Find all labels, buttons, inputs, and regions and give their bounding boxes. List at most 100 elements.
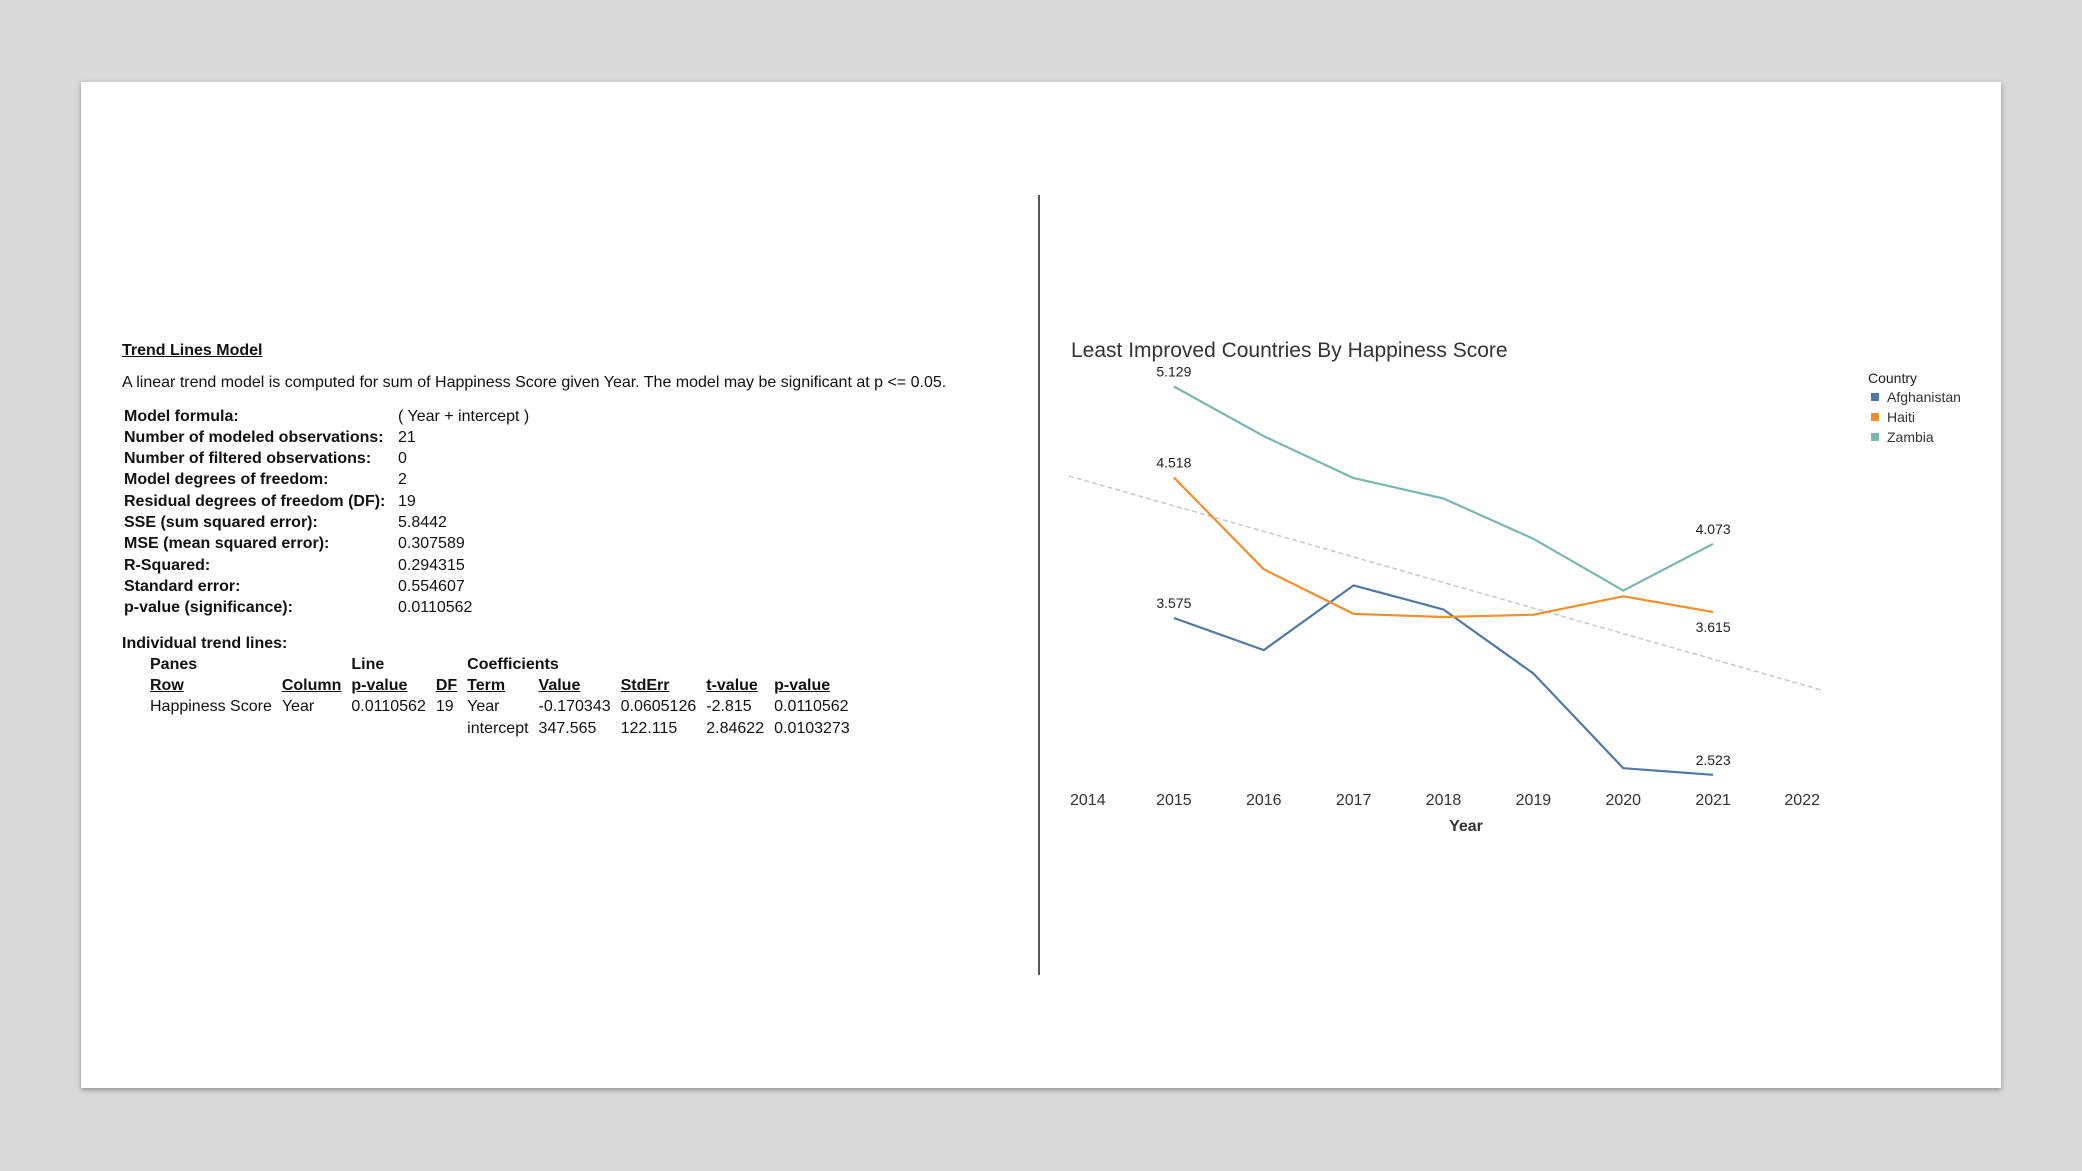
legend-title: Country xyxy=(1868,370,1917,386)
table-cell: Year xyxy=(467,698,500,716)
x-tick-label: 2021 xyxy=(1695,792,1731,809)
trend-model-report: Trend Lines Model A linear trend model i… xyxy=(122,340,1022,739)
stat-value: 21 xyxy=(398,428,416,446)
stat-row: Standard error: 0.554607 xyxy=(124,576,533,597)
stat-row: p-value (significance): 0.0110562 xyxy=(124,597,533,618)
stat-value: 5.8442 xyxy=(398,514,447,532)
table-cell: 0.0103273 xyxy=(774,719,850,737)
x-tick-label: 2017 xyxy=(1336,792,1372,809)
stat-value: 0 xyxy=(398,450,407,468)
stat-label: R-Squared: xyxy=(124,556,211,574)
legend: Country Afghanistan Haiti Zambia xyxy=(1868,370,1961,445)
table-cell: 2.84622 xyxy=(706,719,765,737)
stat-value: 0.554607 xyxy=(398,577,465,595)
data-label: 5.129 xyxy=(1156,363,1191,379)
column-header: Column xyxy=(281,677,342,695)
x-tick-label: 2015 xyxy=(1156,792,1192,809)
column-header: p-value xyxy=(351,677,408,695)
legend-item: Haiti xyxy=(1887,409,1915,425)
stat-label: Residual degrees of freedom (DF): xyxy=(124,492,386,510)
stat-label: Standard error: xyxy=(124,577,241,595)
trend-line xyxy=(1068,475,1824,692)
stat-label: Number of filtered observations: xyxy=(124,450,372,468)
x-tick-label: 2020 xyxy=(1605,792,1641,809)
column-header: StdErr xyxy=(620,677,670,695)
table-cell: 0.0605126 xyxy=(620,698,697,716)
stat-label: Number of modeled observations: xyxy=(124,428,384,446)
legend-swatch xyxy=(1871,433,1879,441)
stat-value: 0.307589 xyxy=(398,535,465,553)
table-cell: 347.565 xyxy=(538,719,597,737)
stat-row: Number of filtered observations: 0 xyxy=(124,448,533,469)
x-axis-label: Year xyxy=(1449,818,1483,835)
group-header-coefficients: Coefficients xyxy=(467,655,559,673)
stat-value: 19 xyxy=(398,492,416,510)
x-tick-label: 2018 xyxy=(1426,792,1462,809)
series-line-afghanistan xyxy=(1173,584,1714,776)
column-header: Row xyxy=(150,677,184,695)
x-tick-label: 2022 xyxy=(1784,792,1820,809)
x-tick-label: 2019 xyxy=(1516,792,1552,809)
data-label: 4.518 xyxy=(1156,455,1191,471)
table-cell: Year xyxy=(281,698,315,716)
happiness-line-chart: Least Improved Countries By Happiness Sc… xyxy=(1068,339,1961,835)
legend-item: Afghanistan xyxy=(1887,389,1961,405)
table-cell: -2.815 xyxy=(706,698,752,716)
column-header: Value xyxy=(538,677,581,695)
series-line-haiti xyxy=(1173,476,1714,619)
stat-label: p-value (significance): xyxy=(124,599,293,617)
column-header: t-value xyxy=(706,677,758,695)
column-header: Term xyxy=(467,677,506,695)
table-row: Happiness Score Year 0.0110562 19 Year -… xyxy=(150,696,860,717)
table-row: intercept 347.565 122.115 2.84622 0.0103… xyxy=(150,718,860,739)
data-label: 2.523 xyxy=(1696,752,1731,768)
stat-value: 0.294315 xyxy=(398,556,465,574)
x-tick-label: 2016 xyxy=(1246,792,1282,809)
table-cell: 122.115 xyxy=(620,719,678,737)
data-label: 4.073 xyxy=(1696,521,1731,537)
table-cell: Happiness Score xyxy=(150,698,272,716)
series-line-zambia xyxy=(1173,385,1714,592)
report-description: A linear trend model is computed for sum… xyxy=(122,374,947,392)
series-layer xyxy=(1173,385,1714,776)
x-axis: 2014 2015 2016 2017 2018 2019 2020 2021 2022 xyxy=(1070,792,1820,809)
stat-value: 0.0110562 xyxy=(398,599,473,617)
page-canvas: Trend Lines Model A linear trend model i… xyxy=(81,82,2001,1088)
group-header-line: Line xyxy=(351,655,385,673)
column-header-row: Row Column p-value DF Term Value StdErr … xyxy=(150,675,860,696)
stat-label: Model formula: xyxy=(124,407,239,425)
group-header-row: Panes Line Coefficients xyxy=(150,654,860,675)
stat-row: Model degrees of freedom: 2 xyxy=(124,469,533,490)
pane-divider xyxy=(1038,195,1040,975)
stat-value: ( Year + intercept ) xyxy=(398,407,530,425)
stat-row: Residual degrees of freedom (DF): 19 xyxy=(124,491,533,512)
data-label: 3.575 xyxy=(1156,595,1191,611)
stat-row: Number of modeled observations: 21 xyxy=(124,427,533,448)
stat-label: MSE (mean squared error): xyxy=(124,535,330,553)
stat-row: R-Squared: 0.294315 xyxy=(124,555,533,576)
table-cell: -0.170343 xyxy=(538,698,611,716)
chart-title: Least Improved Countries By Happiness Sc… xyxy=(1071,339,1508,362)
column-header: DF xyxy=(435,677,458,695)
data-label: 3.615 xyxy=(1696,619,1731,635)
table-cell: 19 xyxy=(435,698,454,716)
trend-layer xyxy=(1068,475,1824,692)
legend-swatch xyxy=(1871,393,1879,401)
column-header: p-value xyxy=(774,677,831,695)
stat-label: Model degrees of freedom: xyxy=(124,471,329,489)
individual-trend-heading: Individual trend lines: xyxy=(122,634,288,652)
table-cell: intercept xyxy=(467,719,529,737)
legend-item: Zambia xyxy=(1887,429,1934,445)
table-cell: 0.0110562 xyxy=(351,698,426,716)
table-cell: 0.0110562 xyxy=(774,698,849,716)
report-title: Trend Lines Model xyxy=(122,342,263,359)
individual-trend-table: Panes Line Coefficients Row Column p-val… xyxy=(150,654,860,739)
model-stats-table: Model formula: ( Year + intercept ) Numbe… xyxy=(124,406,533,619)
legend-swatch xyxy=(1871,413,1879,421)
stat-row: Model formula: ( Year + intercept ) xyxy=(124,406,533,427)
group-header-panes: Panes xyxy=(150,655,198,673)
stat-value: 2 xyxy=(398,471,407,489)
x-tick-label: 2014 xyxy=(1070,792,1106,809)
data-labels-layer: 3.575 2.523 4.518 3.615 5.129 4.073 xyxy=(1156,363,1730,767)
stat-row: MSE (mean squared error): 0.307589 xyxy=(124,533,533,554)
